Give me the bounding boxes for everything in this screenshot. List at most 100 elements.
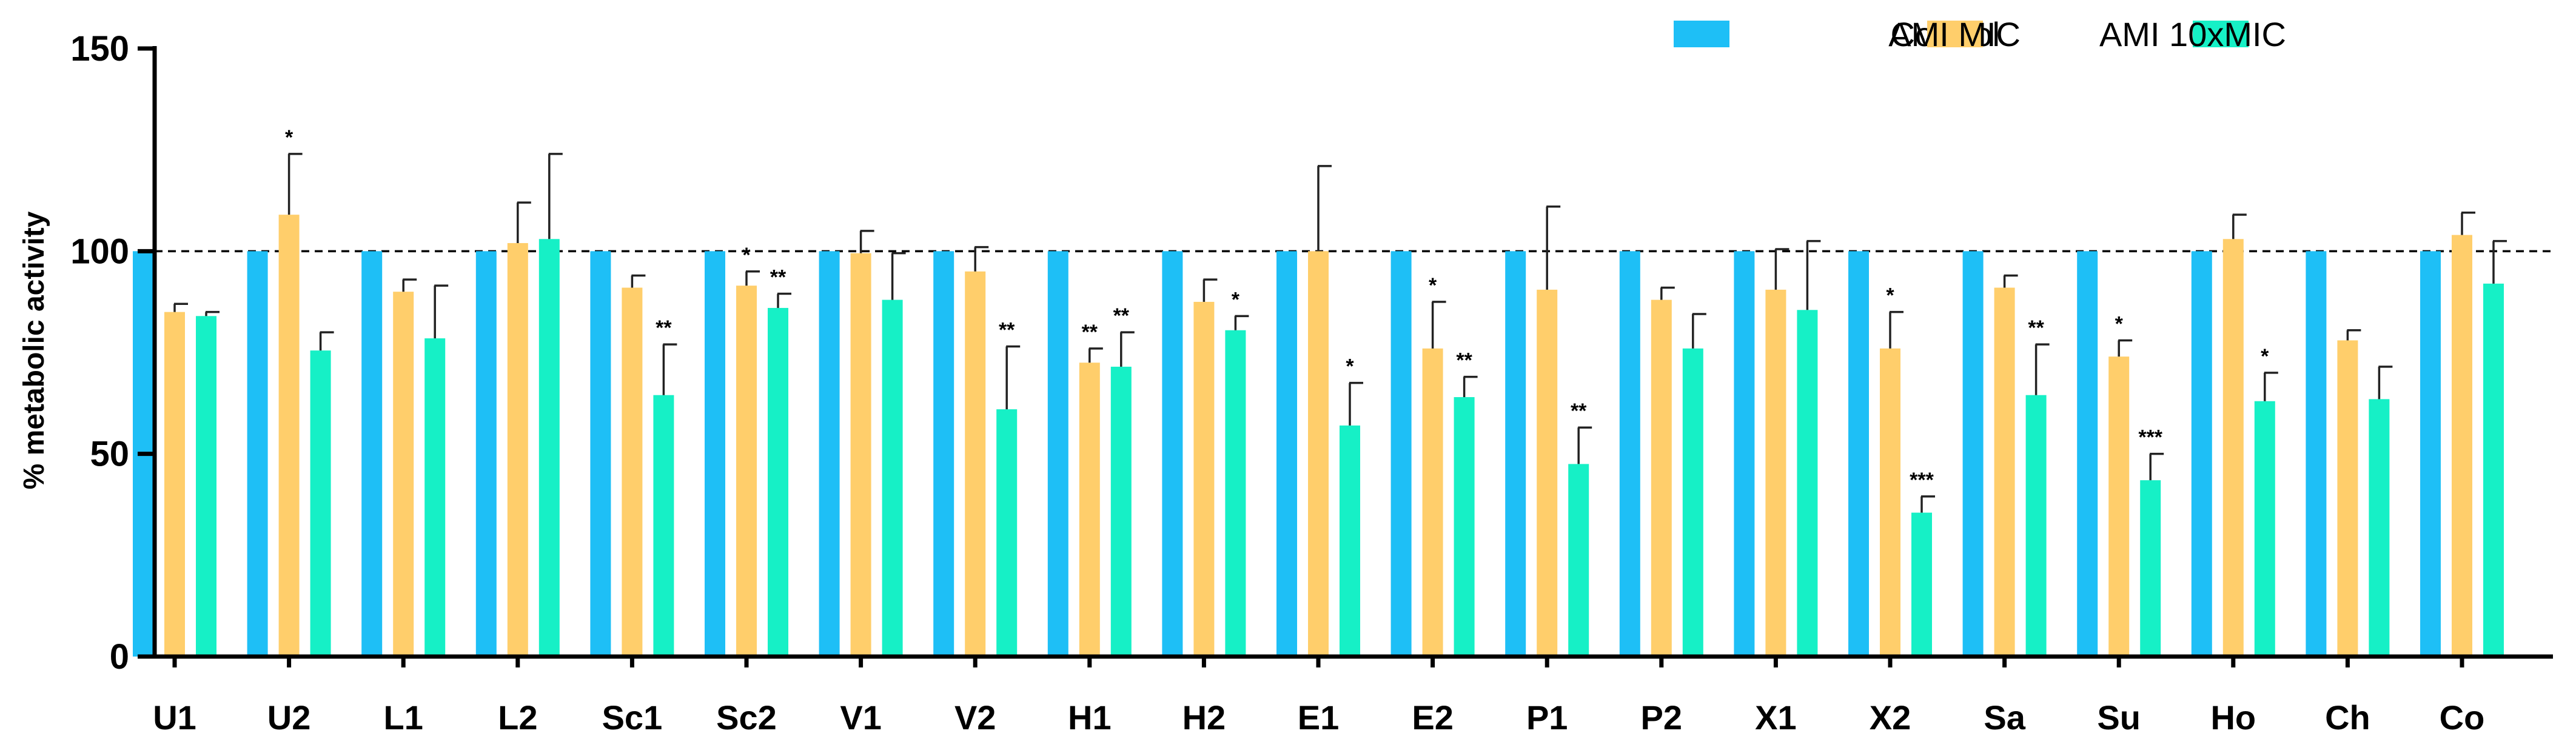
- significance-marker: **: [1456, 349, 1472, 372]
- bar-ami-mic-sc2: [736, 286, 757, 657]
- bar-ami-mic-sa: [1994, 287, 2015, 657]
- significance-marker: *: [1232, 288, 1240, 311]
- bar-control-v1: [819, 251, 840, 657]
- bar-ami-mic-l1: [393, 292, 414, 657]
- bar-ami-10xmic-l2: [538, 239, 560, 657]
- bar-control-u2: [247, 251, 268, 657]
- bar-ami-10xmic-p2: [1682, 348, 1703, 657]
- x-tick-label-l1: L1: [384, 698, 423, 737]
- bar-control-x1: [1734, 251, 1755, 657]
- x-tick-label-x1: X1: [1755, 698, 1797, 737]
- bar-control-h2: [1162, 251, 1183, 657]
- bar-ami-10xmic-ho: [2254, 401, 2275, 657]
- x-tick-label-v2: V2: [954, 698, 996, 737]
- bar-ami-mic-e1: [1308, 251, 1329, 657]
- bar-ami-mic-su: [2108, 356, 2130, 657]
- bar-control-su: [2077, 251, 2098, 657]
- significance-marker: ***: [1910, 469, 1934, 492]
- significance-marker: **: [656, 316, 672, 339]
- bar-control-ch: [2306, 251, 2327, 657]
- bar-control-v2: [933, 251, 954, 657]
- significance-marker: *: [2261, 345, 2269, 368]
- bar-ami-10xmic-u2: [310, 350, 331, 657]
- significance-marker: **: [770, 266, 787, 289]
- significance-marker: **: [1571, 400, 1587, 423]
- y-tick-label-150: 150: [70, 29, 129, 69]
- bar-ami-mic-x2: [1880, 348, 1900, 657]
- bar-ami-mic-v2: [965, 271, 986, 657]
- bar-control-sc1: [590, 251, 611, 657]
- bar-ami-mic-l2: [507, 242, 528, 657]
- bar-ami-10xmic-co: [2483, 283, 2504, 657]
- significance-marker: ***: [2138, 426, 2162, 449]
- x-tick-label-h2: H2: [1182, 698, 1226, 737]
- significance-marker: *: [1429, 274, 1437, 297]
- x-tick-label-v1: V1: [840, 698, 882, 737]
- bar-control-sc2: [705, 251, 725, 657]
- x-tick-label-u1: U1: [153, 698, 196, 737]
- x-tick-label-ho: Ho: [2210, 698, 2256, 737]
- x-tick-label-e1: E1: [1298, 698, 1340, 737]
- x-tick-label-sc1: Sc1: [602, 698, 663, 737]
- bar-ami-10xmic-l1: [424, 338, 446, 657]
- y-axis-label: % metabolic activity: [18, 211, 50, 489]
- x-tick-label-sc2: Sc2: [716, 698, 777, 737]
- bar-ami-mic-ho: [2222, 239, 2244, 657]
- x-tick-label-x2: X2: [1870, 698, 1911, 737]
- bar-ami-mic-u2: [278, 215, 300, 657]
- x-tick-label-h1: H1: [1068, 698, 1112, 737]
- bar-ami-10xmic-sc1: [653, 395, 674, 657]
- bar-ami-mic-x1: [1765, 289, 1786, 657]
- bar-ami-10xmic-x1: [1797, 310, 1818, 657]
- significance-marker: *: [742, 244, 751, 267]
- bar-ami-10xmic-sc2: [768, 307, 788, 657]
- x-tick-label-p1: P1: [1526, 698, 1568, 737]
- bar-ami-10xmic-v1: [882, 299, 903, 657]
- legend-swatch-2: [2193, 21, 2249, 47]
- bar-control-h1: [1047, 251, 1068, 657]
- plot-area: U1*U2 L1 L2**Sc1***Sc2 V1**V2****H1*H2*E1**…: [70, 29, 2553, 737]
- x-tick-label-l2: L2: [498, 698, 537, 737]
- bar-ami-10xmic-su: [2140, 480, 2161, 657]
- bar-control-p2: [1619, 251, 1640, 657]
- legend-swatch-0: [1674, 21, 1729, 47]
- significance-marker: **: [999, 318, 1015, 341]
- bar-ami-mic-h1: [1079, 363, 1100, 657]
- significance-marker: **: [1082, 321, 1098, 344]
- x-tick-label-e2: E2: [1412, 698, 1454, 737]
- bar-ami-10xmic-v2: [996, 409, 1018, 657]
- significance-marker: *: [1886, 284, 1894, 307]
- bar-control-x2: [1848, 251, 1869, 657]
- bar-ami-mic-v1: [850, 253, 871, 657]
- significance-marker: *: [2115, 312, 2124, 335]
- bar-ami-mic-ch: [2337, 340, 2358, 657]
- bar-ami-mic-sc1: [622, 287, 643, 657]
- bar-control-e2: [1390, 251, 1412, 657]
- bar-control-l2: [475, 251, 497, 657]
- legend-label-1: AMI MIC: [1888, 15, 2021, 53]
- bar-control-co: [2420, 251, 2441, 657]
- x-tick-label-u2: U2: [267, 698, 311, 737]
- significance-marker: *: [285, 126, 293, 149]
- significance-marker: *: [1346, 355, 1354, 378]
- bar-ami-mic-u1: [164, 312, 185, 657]
- bar-control-p1: [1505, 251, 1526, 657]
- bar-ami-mic-co: [2452, 235, 2472, 657]
- legend-label-2: AMI 10xMIC: [2099, 15, 2286, 53]
- y-tick-label-50: 50: [90, 435, 129, 474]
- bar-control-sa: [1962, 251, 1984, 657]
- x-tick-label-co: Co: [2440, 698, 2485, 737]
- bar-control-ho: [2191, 251, 2212, 657]
- significance-marker: **: [2028, 316, 2044, 339]
- bar-ami-mic-e2: [1422, 348, 1443, 657]
- y-tick-label-0: 0: [110, 637, 129, 677]
- x-tick-label-ch: Ch: [2325, 698, 2370, 737]
- x-tick-label-su: Su: [2097, 698, 2141, 737]
- bar-ami-10xmic-u1: [196, 316, 216, 657]
- bar-ami-10xmic-p1: [1568, 464, 1589, 657]
- x-tick-label-p2: P2: [1641, 698, 1683, 737]
- bar-ami-mic-p1: [1537, 289, 1558, 657]
- bar-ami-10xmic-sa: [2025, 395, 2047, 657]
